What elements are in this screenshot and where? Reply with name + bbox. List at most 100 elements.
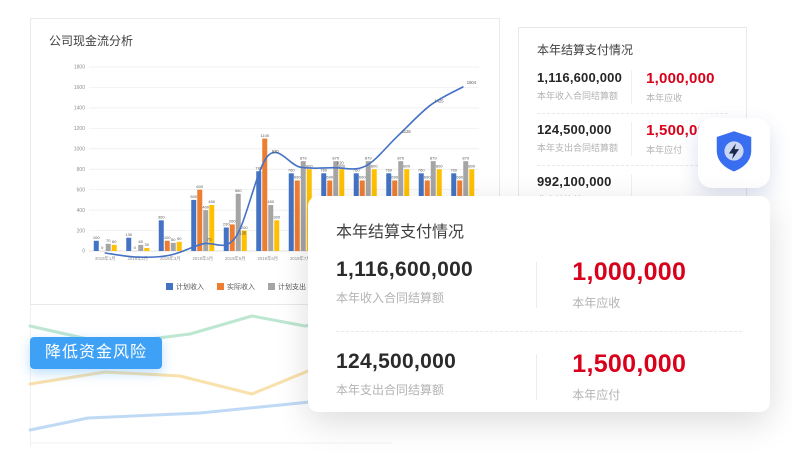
popup-payable-value: 1,500,000 (572, 350, 687, 378)
svg-text:100: 100 (164, 235, 171, 240)
svg-text:690: 690 (326, 175, 333, 180)
expense-settled-label: 本年支出合同结算额 (537, 143, 619, 153)
popup-expense-value: 124,500,000 (336, 350, 457, 373)
svg-text:1000: 1000 (74, 146, 85, 152)
svg-text:879: 879 (365, 155, 372, 160)
svg-text:800: 800 (436, 163, 443, 168)
svg-text:600: 600 (196, 184, 203, 189)
svg-text:200: 200 (241, 225, 248, 230)
summary-title: 本年结算支付情况 (537, 43, 634, 57)
svg-text:879: 879 (332, 155, 339, 160)
svg-text:1800: 1800 (74, 65, 85, 71)
popup-income-label: 本年收入合同结算额 (336, 291, 445, 305)
svg-text:2019年2月: 2019年2月 (127, 255, 148, 262)
receivable-value: 1,000,000 (646, 70, 715, 87)
svg-text:780: 780 (255, 165, 262, 170)
popup-expense-label: 本年支出合同结算额 (336, 383, 445, 397)
payable-value: 1,500,000 (646, 122, 715, 139)
summary-row: 1,116,600,000 本年收入合同结算额 1,000,000 本年应收 (537, 62, 728, 114)
svg-text:690: 690 (424, 175, 431, 180)
svg-text:300: 300 (158, 215, 165, 220)
summary-payable-cell: 1,500,000 本年应付 (631, 122, 728, 156)
svg-text:300: 300 (273, 215, 280, 220)
svg-text:879: 879 (430, 155, 437, 160)
svg-text:1604: 1604 (467, 80, 477, 85)
svg-text:70: 70 (207, 237, 212, 242)
payable-label: 本年应付 (646, 145, 683, 155)
svg-text:1425: 1425 (434, 98, 444, 103)
popup-row: 1,116,600,000 本年收入合同结算额 1,000,000 本年应收 (336, 258, 742, 332)
svg-text:600: 600 (77, 187, 86, 193)
svg-text:260: 260 (229, 219, 236, 224)
svg-text:879: 879 (462, 155, 469, 160)
security-badge-card (698, 118, 770, 188)
popup-payable-label: 本年应付 (572, 388, 621, 402)
svg-text:820: 820 (337, 161, 345, 166)
svg-text:130: 130 (125, 232, 132, 237)
expense-settled-value: 124,500,000 (537, 122, 612, 137)
svg-text:1200: 1200 (74, 126, 85, 132)
svg-text:879: 879 (397, 155, 404, 160)
svg-text:100: 100 (93, 235, 100, 240)
svg-text:实际收入: 实际收入 (227, 282, 255, 291)
svg-text:计划收入: 计划收入 (176, 282, 204, 291)
svg-text:1600: 1600 (74, 85, 85, 91)
svg-text:800: 800 (338, 163, 345, 168)
summary-empty-cell (631, 174, 728, 206)
svg-text:760: 760 (450, 168, 457, 173)
svg-text:690: 690 (359, 175, 366, 180)
summary-expense-cell: 124,500,000 本年支出合同结算额 (537, 122, 631, 156)
svg-text:560: 560 (235, 188, 242, 193)
svg-text:800: 800 (468, 163, 475, 168)
popup-row: 124,500,000 本年支出合同结算额 1,500,000 本年应付 (336, 332, 742, 403)
svg-text:879: 879 (300, 155, 307, 160)
svg-text:0: 0 (134, 245, 137, 250)
income-settled-label: 本年收入合同结算额 (537, 91, 619, 101)
svg-text:2019年4月: 2019年4月 (192, 255, 213, 262)
settlement-popup-card: 本年结算支付情况 1,116,600,000 本年收入合同结算额 1,000,0… (308, 196, 770, 412)
svg-text:200: 200 (77, 228, 86, 234)
svg-text:2019年3月: 2019年3月 (160, 255, 181, 262)
svg-text:2019年5月: 2019年5月 (225, 255, 246, 262)
svg-text:230: 230 (223, 222, 230, 227)
svg-text:0: 0 (82, 249, 85, 255)
popup-income-cell: 1,116,600,000 本年收入合同结算额 (336, 258, 536, 306)
popup-income-value: 1,116,600,000 (336, 258, 474, 281)
svg-text:760: 760 (385, 168, 392, 173)
svg-text:60: 60 (112, 239, 117, 244)
svg-text:690: 690 (294, 175, 301, 180)
svg-text:800: 800 (306, 163, 313, 168)
summary-income-cell: 1,116,600,000 本年收入合同结算额 (537, 70, 631, 104)
svg-text:450: 450 (208, 199, 215, 204)
summary-receivable-cell: 1,000,000 本年应收 (631, 70, 728, 104)
svg-text:1400: 1400 (74, 106, 85, 112)
svg-text:400: 400 (202, 204, 209, 209)
shield-bolt-icon (711, 127, 757, 180)
svg-text:2019年7月: 2019年7月 (290, 255, 311, 262)
svg-text:800: 800 (403, 163, 410, 168)
svg-text:130: 130 (239, 231, 247, 236)
balance-value: 992,100,000 (537, 174, 612, 189)
svg-text:690: 690 (391, 175, 398, 180)
svg-text:800: 800 (77, 167, 86, 173)
svg-text:760: 760 (288, 168, 295, 173)
income-settled-value: 1,116,600,000 (537, 70, 623, 85)
receivable-label: 本年应收 (646, 93, 683, 103)
svg-text:0: 0 (101, 245, 104, 250)
popup-payable-cell: 1,500,000 本年应付 (536, 350, 742, 403)
svg-text:60: 60 (139, 239, 144, 244)
svg-text:1100: 1100 (260, 133, 269, 138)
svg-text:2019年1月: 2019年1月 (95, 255, 116, 262)
svg-text:690: 690 (456, 175, 463, 180)
svg-text:2019年6月: 2019年6月 (257, 255, 278, 262)
svg-text:80: 80 (171, 237, 176, 242)
reduce-risk-tag[interactable]: 降低资金风险 (30, 337, 163, 369)
svg-text:1126: 1126 (402, 129, 412, 134)
summary-row: 124,500,000 本年支出合同结算额 1,500,000 本年应付 (537, 114, 728, 166)
popup-receivable-value: 1,000,000 (572, 258, 687, 286)
svg-text:计划支出: 计划支出 (278, 282, 306, 291)
svg-text:930: 930 (272, 149, 280, 154)
popup-title: 本年结算支付情况 (336, 224, 465, 241)
svg-text:90: 90 (177, 236, 182, 241)
